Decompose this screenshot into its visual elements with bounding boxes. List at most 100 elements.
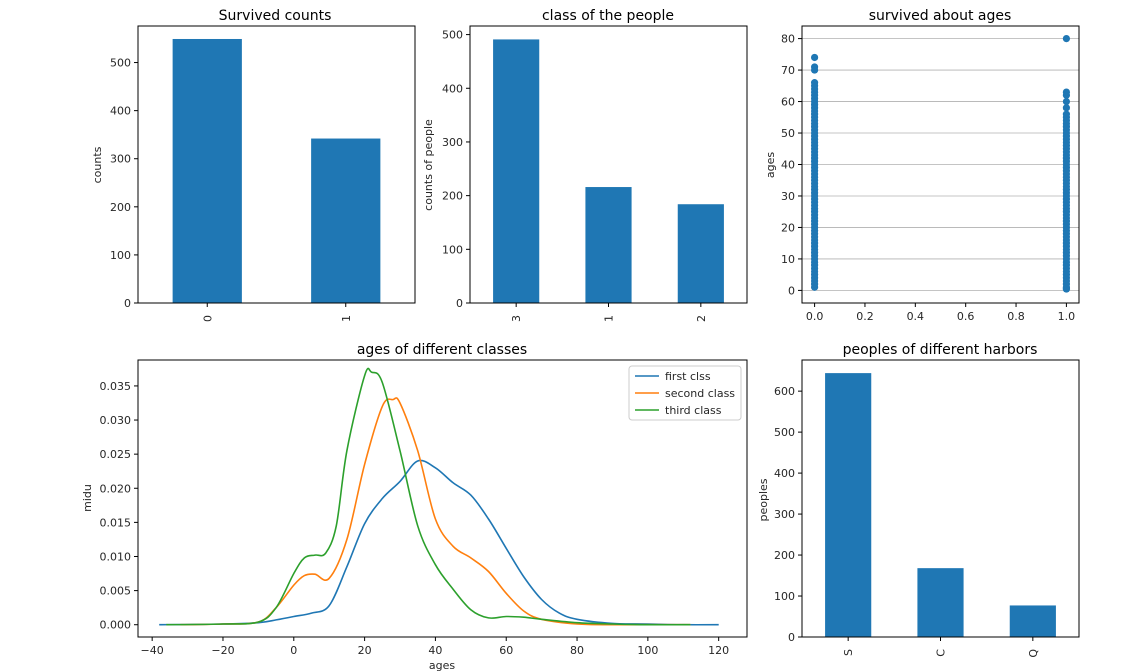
y-tick-label: 10 — [781, 253, 795, 266]
axes-frame-age_kde — [137, 359, 748, 638]
chart-title-survived: Survived counts — [219, 8, 332, 24]
kde-line-second-class — [180, 397, 691, 626]
y-tick-label: 100 — [110, 249, 131, 262]
scatter-point-survived-1 — [1062, 104, 1071, 112]
x-tick-label: 40 — [428, 644, 442, 657]
subplot-harbors: peoples of different harbors peoples 0 10… — [757, 342, 1080, 658]
bar-Q — [1009, 605, 1056, 637]
legend-label-first-clss: first clss — [665, 370, 711, 383]
chart-title-harbors: peoples of different harbors — [843, 342, 1038, 358]
x-tick-label: 100 — [637, 644, 658, 657]
y-tick-label: 0.025 — [100, 448, 132, 461]
scatter-point-survived-0 — [810, 79, 819, 87]
y-tick-label: 100 — [774, 590, 795, 603]
scatter-point-survived-1 — [1062, 34, 1071, 43]
y-tick-label: 30 — [781, 190, 795, 203]
y-tick-label: 0.010 — [100, 550, 132, 563]
x-tick-label: 1 — [340, 315, 353, 322]
y-tick-label: 100 — [442, 243, 463, 256]
y-tick-label: 500 — [774, 426, 795, 439]
kde-line-first-clss — [159, 459, 719, 626]
scatter-point-survived-1 — [1062, 110, 1071, 118]
subplot-ages-of-classes: ages of different classes midu ages 0.00… — [81, 342, 748, 672]
scatter-point-survived-1 — [1062, 88, 1071, 96]
y-tick-label: 200 — [442, 190, 463, 203]
subplot-class-of-people: class of the people counts of people 0 10… — [422, 8, 748, 322]
y-tick-label: 70 — [781, 64, 795, 77]
x-tick-label: 0.8 — [1007, 310, 1025, 323]
y-tick-label: 80 — [781, 33, 795, 46]
axes-frame-age_scatter — [801, 25, 1080, 304]
bar-S — [825, 373, 872, 637]
chart-title-scatter: survived about ages — [869, 8, 1012, 24]
y-tick-label: 500 — [110, 57, 131, 70]
scatter-point-survived-1 — [1062, 97, 1071, 106]
y-tick-label: 0.035 — [100, 380, 132, 393]
y-tick-label: 0 — [124, 297, 131, 310]
x-tick-label: 2 — [695, 315, 708, 322]
bar-0 — [172, 38, 242, 303]
y-tick-label: 300 — [442, 136, 463, 149]
y-tick-label: 20 — [781, 221, 795, 234]
x-tick-label: −40 — [141, 644, 164, 657]
legend: first clss second class third class — [628, 365, 742, 421]
axes-frame-embarked — [801, 359, 1080, 638]
x-tick-label: 120 — [708, 644, 729, 657]
y-tick-label: 400 — [110, 105, 131, 118]
x-tick-label: 60 — [499, 644, 513, 657]
axes-frame-survived — [137, 25, 416, 304]
x-tick-label: 0 — [290, 644, 297, 657]
scatter-point-survived-0 — [810, 63, 819, 71]
y-tick-label: 300 — [110, 153, 131, 166]
x-tick-label: 1 — [603, 315, 616, 322]
y-tick-label: 0.015 — [100, 516, 132, 529]
axes-frame-pclass — [469, 25, 748, 304]
x-tick-label: 20 — [358, 644, 372, 657]
y-tick-label: 0 — [788, 284, 795, 297]
kde-line-third-class — [166, 367, 691, 626]
bar-1 — [311, 138, 381, 303]
x-tick-label: 0.6 — [957, 310, 975, 323]
x-axis-label-kde: ages — [429, 659, 455, 672]
subplot-survived-about-ages: survived about ages ages 0 10 20 30 40 50 60 70… — [764, 8, 1080, 323]
y-tick-label: 400 — [774, 467, 795, 480]
scatter-point-survived-0 — [810, 53, 819, 62]
y-tick-label: 0.005 — [100, 585, 132, 598]
x-tick-label: 0.0 — [806, 310, 824, 323]
y-axis-label-scatter: ages — [764, 152, 777, 178]
chart-title-kde: ages of different classes — [357, 342, 527, 358]
x-tick-label: Q — [1027, 649, 1040, 658]
y-axis-label-harbors: peoples — [757, 478, 770, 521]
bar-2 — [677, 204, 724, 303]
y-tick-label: 50 — [781, 127, 795, 140]
y-axis-label-class: counts of people — [422, 119, 435, 211]
x-tick-label: 1.0 — [1058, 310, 1076, 323]
bar-1 — [585, 187, 632, 303]
y-tick-label: 200 — [774, 549, 795, 562]
y-tick-label: 400 — [442, 82, 463, 95]
y-tick-label: 0.030 — [100, 414, 132, 427]
bar-3 — [493, 39, 540, 304]
legend-label-second-class: second class — [665, 387, 735, 400]
y-tick-label: 500 — [442, 29, 463, 42]
legend-label-third-class: third class — [665, 404, 722, 417]
y-tick-label: 300 — [774, 508, 795, 521]
y-tick-label: 60 — [781, 96, 795, 109]
y-tick-label: 0 — [456, 297, 463, 310]
x-tick-label: 80 — [570, 644, 584, 657]
y-tick-label: 40 — [781, 159, 795, 172]
y-tick-label: 200 — [110, 201, 131, 214]
x-tick-label: C — [935, 649, 948, 657]
y-tick-label: 0.000 — [100, 619, 132, 632]
y-axis-label-kde: midu — [81, 484, 94, 512]
x-tick-label: 0.4 — [907, 310, 925, 323]
chart-title-class: class of the people — [542, 8, 674, 24]
y-axis-label-survived: counts — [91, 146, 104, 183]
y-tick-label: 0.020 — [100, 482, 132, 495]
y-tick-label: 0 — [788, 631, 795, 644]
x-tick-label: 0.2 — [856, 310, 874, 323]
x-tick-label: −20 — [211, 644, 234, 657]
x-tick-label: S — [842, 649, 855, 656]
x-tick-label: 0 — [201, 315, 214, 322]
